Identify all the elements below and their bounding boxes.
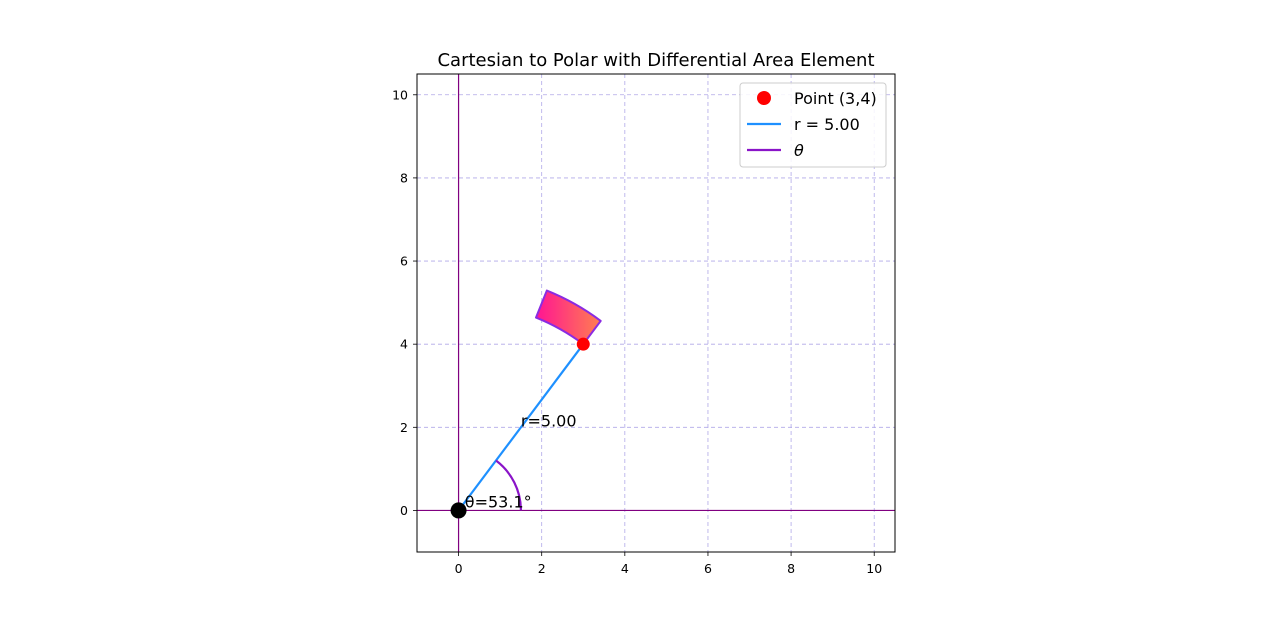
x-tick-label: 10 (866, 561, 882, 576)
annotations: r=5.00 θ=53.1° (465, 411, 577, 511)
ticks: 0 2 4 6 8 10 0 2 4 6 8 10 (392, 87, 882, 576)
x-tick-label: 4 (621, 561, 629, 576)
legend-label: θ (794, 141, 804, 160)
y-tick-label: 8 (400, 170, 408, 185)
x-tick-label: 8 (787, 561, 795, 576)
x-tick-label: 6 (704, 561, 712, 576)
y-tick-label: 2 (400, 420, 408, 435)
area-element (534, 289, 602, 346)
legend-point-marker (757, 91, 771, 105)
legend-box (739, 82, 887, 168)
y-tick-label: 0 (400, 503, 408, 518)
legend: Point (3,4) r = 5.00 θ (739, 82, 887, 168)
legend-label: r = 5.00 (794, 115, 860, 134)
theta-arc (495, 459, 523, 511)
plot-frame (416, 73, 896, 553)
marks (450, 289, 602, 519)
chart-title: Cartesian to Polar with Differential Are… (437, 50, 874, 71)
y-tick-label: 10 (392, 87, 408, 102)
axis-lines (417, 74, 895, 552)
legend-label: Point (3,4) (794, 89, 877, 108)
radius-line (457, 343, 585, 512)
y-tick-label: 6 (400, 254, 408, 269)
point-marker (576, 337, 590, 351)
x-tick-label: 2 (538, 561, 546, 576)
r-annotation: r=5.00 (521, 411, 577, 430)
theta-annotation: θ=53.1° (465, 492, 532, 511)
x-tick-label: 0 (455, 561, 463, 576)
origin-marker (450, 502, 467, 519)
y-tick-label: 4 (400, 337, 408, 352)
